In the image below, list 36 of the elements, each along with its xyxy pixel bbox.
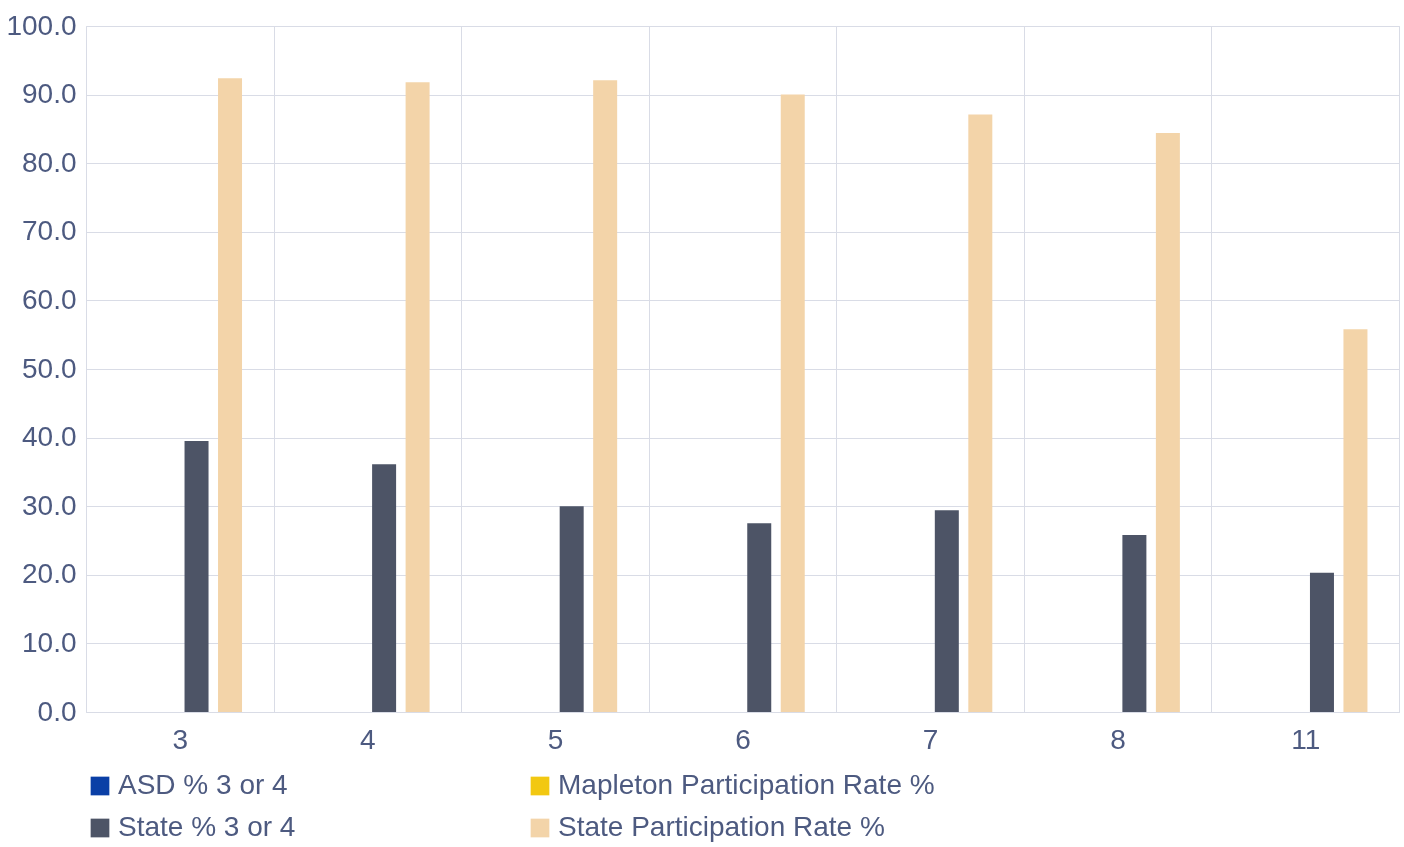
y-tick-label: 0.0 [37,695,77,727]
bar [968,114,993,712]
x-tick-label: 6 [735,723,751,755]
y-tick-label: 50.0 [22,352,77,384]
bar [184,441,209,712]
legend-label: State Participation Rate % [558,811,885,842]
bar [780,94,805,712]
y-tick-label: 20.0 [22,558,77,590]
y-tick-label: 30.0 [22,489,77,521]
y-tick-label: 40.0 [22,421,77,453]
y-tick-label: 100.0 [6,9,77,41]
bar [1343,329,1368,712]
x-tick-label: 7 [922,723,939,755]
bar [1122,535,1147,712]
x-tick-label: 8 [1110,723,1126,755]
bar [934,510,959,712]
bar [405,82,430,712]
legend-label: ASD % 3 or 4 [118,769,288,800]
x-tick-label: 3 [172,723,189,755]
bar [218,78,243,712]
y-tick-label: 70.0 [22,215,77,247]
y-tick-label: 60.0 [22,283,77,315]
bar [559,506,584,712]
bar [1309,572,1334,712]
x-tick-label: 4 [360,723,376,755]
bar [1155,133,1180,712]
bar [747,523,772,712]
x-tick-label: 5 [547,723,564,755]
legend-label: Mapleton Participation Rate % [558,769,935,800]
y-tick-label: 80.0 [22,146,77,178]
y-tick-label: 10.0 [22,626,77,658]
bar [593,80,618,712]
bar [372,464,397,712]
y-tick-label: 90.0 [22,78,77,110]
legend-label: State % 3 or 4 [118,811,296,842]
x-tick-label: 11 [1291,723,1321,755]
